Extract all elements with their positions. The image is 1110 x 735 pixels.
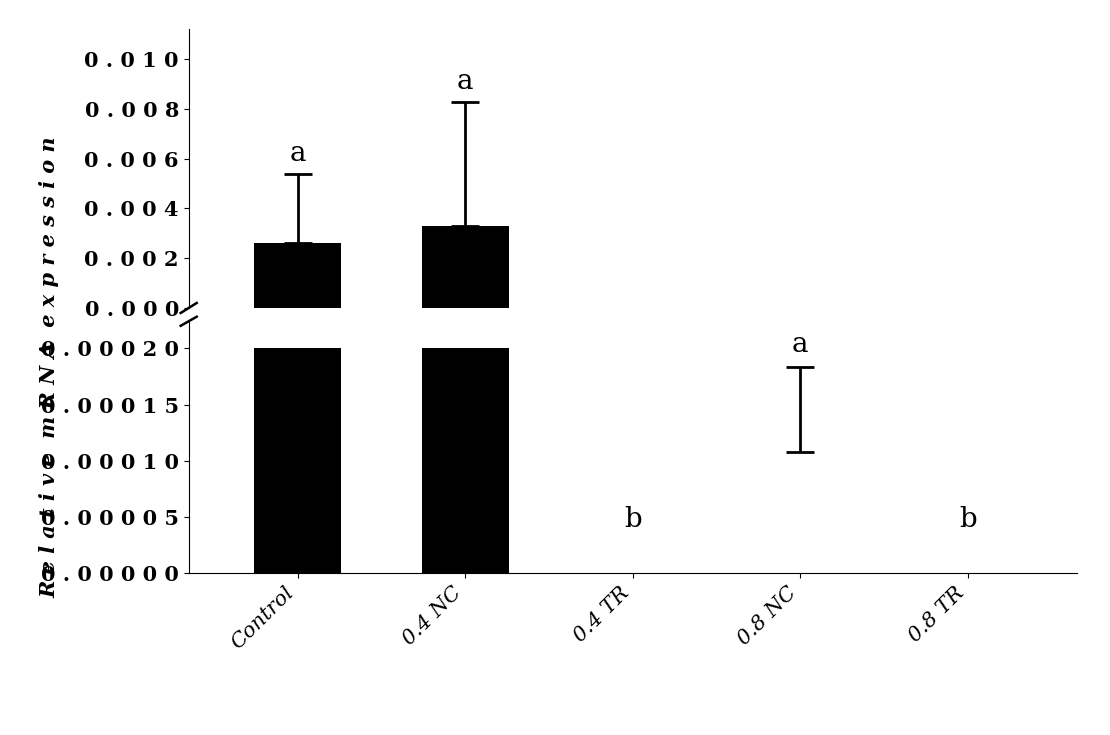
Text: a: a [457,68,473,96]
Text: R e l a t i v e  m R N A  e x p r e s s i o n: R e l a t i v e m R N A e x p r e s s i … [40,137,60,598]
Text: b: b [959,506,977,533]
Text: a: a [793,331,808,359]
Bar [422,348,508,573]
Bar [254,348,341,573]
Bar [422,226,508,308]
Text: a: a [290,140,306,168]
Bar [254,243,341,308]
Text: b: b [624,506,642,533]
